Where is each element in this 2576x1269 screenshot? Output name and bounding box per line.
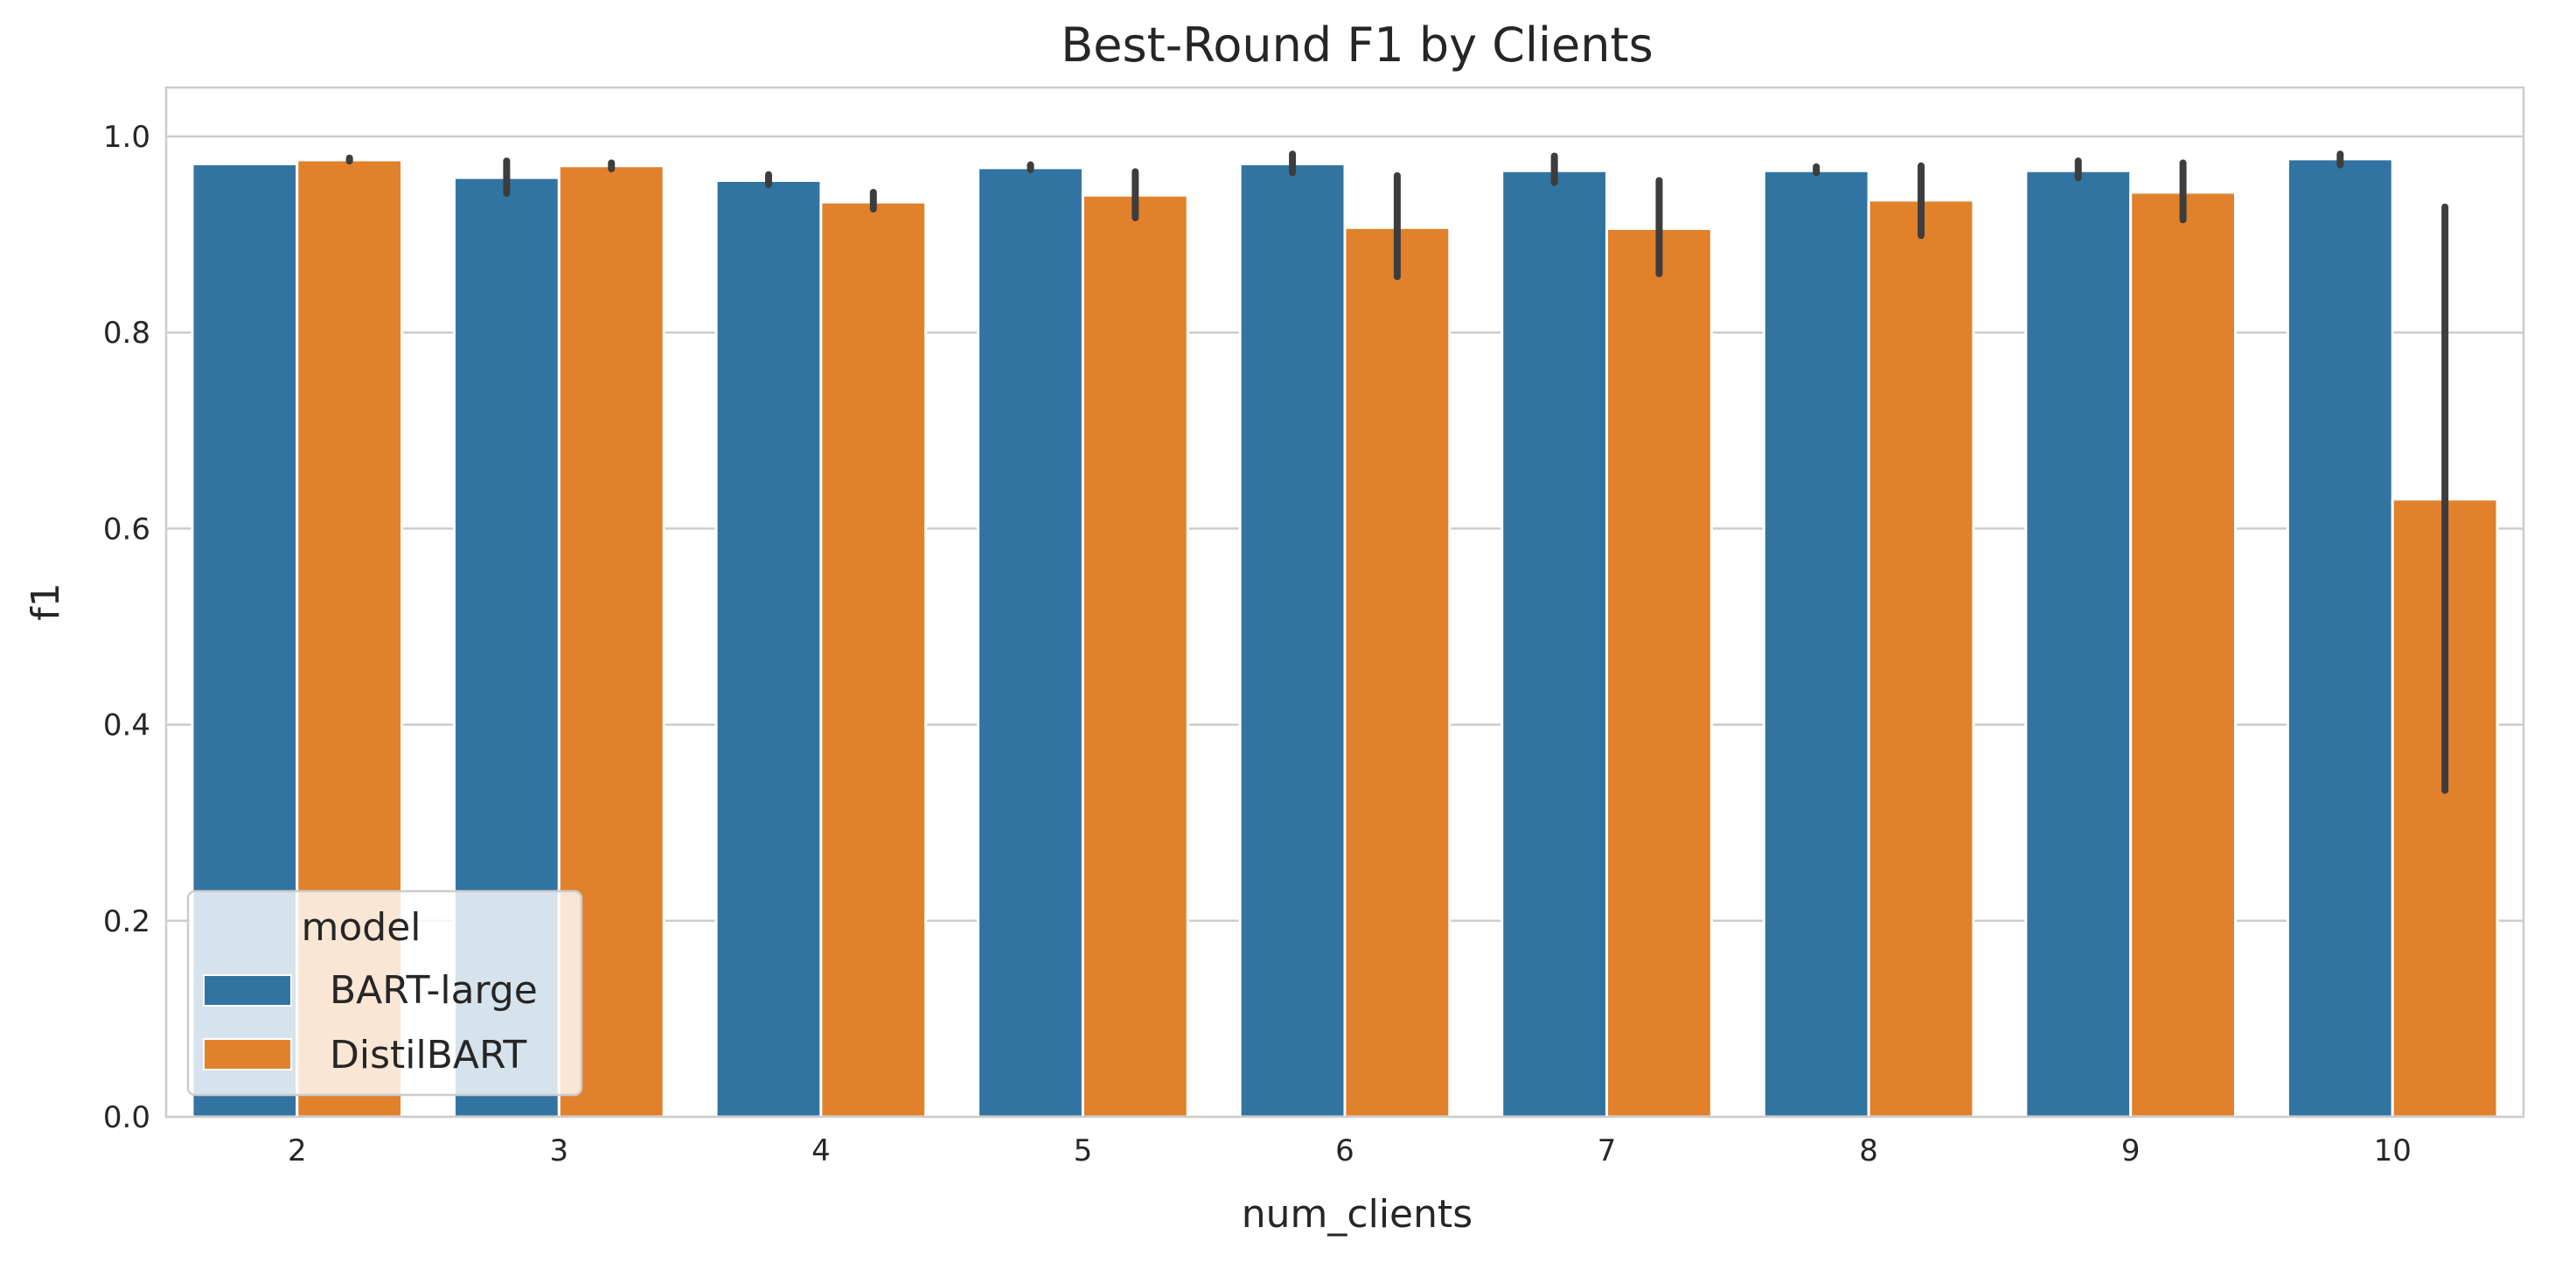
y-tick-label: 0.4 [103, 708, 150, 743]
bar-distilbart [1605, 227, 1713, 1119]
bar-bart-large [1500, 169, 1609, 1119]
x-tick-labels: 2 3 4 5 6 7 8 9 10 [288, 1133, 2412, 1168]
y-tick-label: 0.0 [103, 1100, 150, 1135]
x-tick-label: 10 [2374, 1133, 2412, 1168]
bar-distilbart [2129, 191, 2237, 1119]
x-tick-label: 4 [811, 1133, 831, 1168]
chart-title: Best-Round F1 by Clients [1061, 17, 1654, 73]
x-axis-label: num_clients [1242, 1192, 1472, 1237]
x-tick-label: 2 [288, 1133, 307, 1168]
plot-frame [164, 86, 2525, 1119]
bar-distilbart [819, 200, 928, 1119]
y-tick-labels: 0.0 0.2 0.4 0.6 0.8 1.0 [103, 120, 150, 1135]
y-tick-label: 0.2 [103, 904, 150, 939]
y-tick-label: 1.0 [103, 120, 150, 155]
legend-label-distilbart: DistilBART [330, 1033, 526, 1077]
bar-bart-large [2286, 157, 2394, 1119]
y-tick-label: 0.8 [103, 316, 150, 351]
x-tick-label: 3 [550, 1133, 569, 1168]
bar-bart-large [1238, 162, 1347, 1119]
x-tick-label: 8 [1859, 1133, 1878, 1168]
legend-label-bart-large: BART-large [330, 968, 538, 1013]
y-tick-label: 0.6 [103, 512, 150, 547]
bar-bart-large [2024, 169, 2133, 1119]
bar-bart-large [1762, 169, 1870, 1119]
x-tick-label: 5 [1074, 1133, 1093, 1168]
x-tick-label: 7 [1598, 1133, 1617, 1168]
bar-bart-large [714, 178, 823, 1119]
bar-distilbart [1343, 226, 1452, 1119]
x-tick-label: 6 [1335, 1133, 1354, 1168]
legend-swatch-distilbart [203, 1038, 292, 1070]
error-bar-layer [345, 150, 2449, 794]
bar-bart-large [977, 166, 1084, 1119]
legend-swatch-bart-large [203, 974, 292, 1007]
bar-distilbart [1867, 199, 1975, 1119]
y-axis-label: f1 [24, 582, 68, 620]
legend: model BART-large DistilBART [186, 889, 583, 1097]
bar-distilbart [1081, 193, 1189, 1119]
legend-title: model [301, 905, 421, 950]
x-tick-label: 9 [2121, 1133, 2141, 1168]
